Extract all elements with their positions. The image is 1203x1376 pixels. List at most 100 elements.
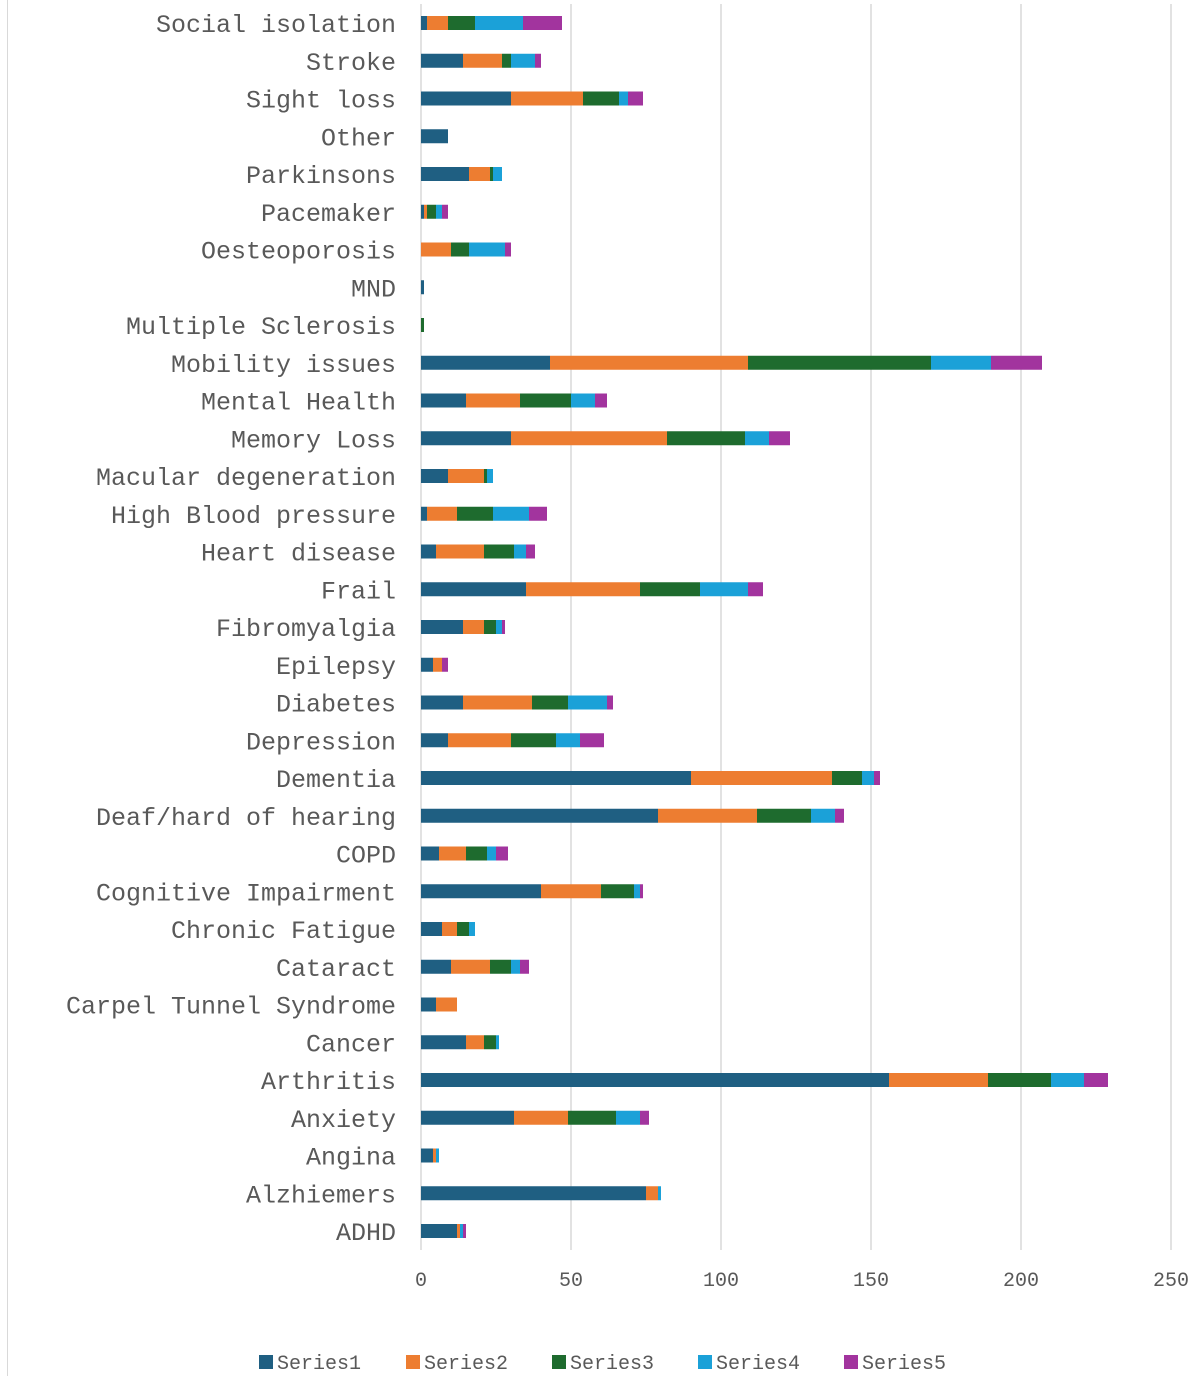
bar-segment-series1 (421, 280, 424, 295)
bar-segment-series2 (466, 393, 520, 408)
bar-segment-series4 (511, 959, 520, 974)
bar-segment-series2 (463, 695, 532, 710)
bar-segment-series2 (466, 1035, 484, 1050)
bar-segment-series4 (568, 695, 607, 710)
bar-segment-series1 (421, 204, 424, 219)
legend-label-series2: Series2 (424, 1353, 508, 1376)
bar-segment-series2 (433, 1148, 436, 1163)
category-label: Carpel Tunnel Syndrome (66, 993, 396, 1022)
bar-segment-series1 (421, 167, 469, 181)
category-label: Cognitive Impairment (96, 879, 396, 908)
category-label: Deaf/hard of hearing (96, 804, 396, 833)
bar-segment-series1 (421, 1073, 889, 1087)
bar-segment-series5 (505, 242, 511, 257)
x-tick-label-50: 50 (559, 1270, 583, 1293)
bar-segment-series1 (421, 355, 550, 370)
bar-segment-series3 (568, 1110, 616, 1125)
bar-segment-series1 (421, 431, 511, 446)
category-label: Mental Health (201, 389, 396, 418)
bar-segment-series1 (421, 469, 448, 483)
category-label: Memory Loss (231, 426, 396, 455)
bar-segment-series4 (493, 506, 529, 521)
bar-segment-series5 (463, 1224, 466, 1238)
bar-segment-series2 (511, 431, 667, 446)
bar-segment-series5 (595, 393, 607, 408)
bar-segment-series3 (484, 1035, 496, 1050)
bar-segment-series2 (469, 167, 490, 181)
bar-segment-series4 (469, 922, 475, 936)
category-label: Arthritis (261, 1068, 396, 1097)
bar-segment-series3 (427, 204, 436, 219)
bar-segment-series5 (520, 959, 529, 974)
bar-segment-series1 (421, 808, 658, 823)
bar-segment-series3 (667, 431, 745, 446)
category-label: Other (321, 124, 396, 153)
legend-swatch-series5 (844, 1355, 858, 1369)
bar-segment-series2 (436, 997, 457, 1012)
bar-segment-series2 (550, 355, 748, 370)
category-label: Diabetes (276, 691, 396, 720)
x-tick-label-200: 200 (1003, 1270, 1039, 1293)
bar-segment-series2 (526, 582, 640, 597)
bar-segment-series3 (448, 16, 475, 30)
legend-swatch-series1 (259, 1355, 273, 1369)
bar-segment-series4 (487, 469, 493, 483)
bar-segment-series3 (490, 167, 493, 181)
bar-segment-series5 (442, 204, 448, 219)
bar-segment-series5 (535, 53, 541, 68)
category-label: Depression (246, 728, 396, 757)
bar-segment-series1 (421, 1148, 433, 1163)
bar-segment-series4 (745, 431, 769, 446)
category-label: Anxiety (291, 1106, 396, 1135)
bar-segment-series1 (421, 129, 448, 144)
bar-segment-series2 (448, 469, 484, 483)
bar-segment-series1 (421, 884, 541, 899)
bar-segment-series1 (421, 657, 433, 672)
bar-segment-series1 (421, 620, 463, 634)
x-tick-label-0: 0 (415, 1270, 427, 1293)
bar-segment-series3 (451, 242, 469, 257)
bar-segment-series1 (421, 393, 466, 408)
category-label: Alzhiemers (246, 1181, 396, 1210)
bar-segment-series3 (421, 318, 424, 332)
bar-segment-series2 (448, 733, 511, 748)
bar-segment-series5 (529, 506, 547, 521)
bar-segment-series4 (619, 91, 628, 106)
legend-swatch-series3 (552, 1355, 566, 1369)
legend-swatch-series4 (698, 1355, 712, 1369)
bar-segment-series5 (769, 431, 790, 446)
bar-segment-series3 (988, 1073, 1051, 1087)
bar-segment-series4 (460, 1224, 463, 1238)
bar-segment-series4 (616, 1110, 640, 1125)
bar-segment-series2 (511, 91, 583, 106)
legend-label-series3: Series3 (570, 1353, 654, 1376)
bar-segment-series1 (421, 771, 691, 785)
bar-segment-series4 (496, 620, 502, 634)
bar-segment-series5 (1084, 1073, 1108, 1087)
bar-segment-series4 (556, 733, 580, 748)
bar-segment-series4 (514, 544, 526, 559)
bar-segment-series1 (421, 733, 448, 748)
category-label: Macular degeneration (96, 464, 396, 493)
category-label: Parkinsons (246, 162, 396, 191)
category-label: Heart disease (201, 540, 396, 569)
bar-segment-series3 (466, 846, 487, 861)
bar-segment-series3 (532, 695, 568, 710)
bar-segment-series1 (421, 1186, 646, 1201)
category-label: Dementia (276, 766, 396, 795)
bar-segment-series3 (583, 91, 619, 106)
category-label: Social isolation (156, 11, 396, 40)
bar-segment-series3 (502, 53, 511, 68)
category-label: Stroke (306, 49, 396, 78)
bar-segment-series2 (463, 620, 484, 634)
legend-label-series5: Series5 (862, 1353, 946, 1376)
category-label: Chronic Fatigue (171, 917, 396, 946)
bar-segment-series4 (811, 808, 835, 823)
bar-segment-series1 (421, 922, 442, 936)
bar-segment-series5 (991, 355, 1042, 370)
bar-segment-series4 (634, 884, 640, 899)
bar-segment-series4 (571, 393, 595, 408)
category-label: Cancer (306, 1030, 396, 1059)
bar-segment-series1 (421, 16, 427, 30)
category-label: Cataract (276, 955, 396, 984)
